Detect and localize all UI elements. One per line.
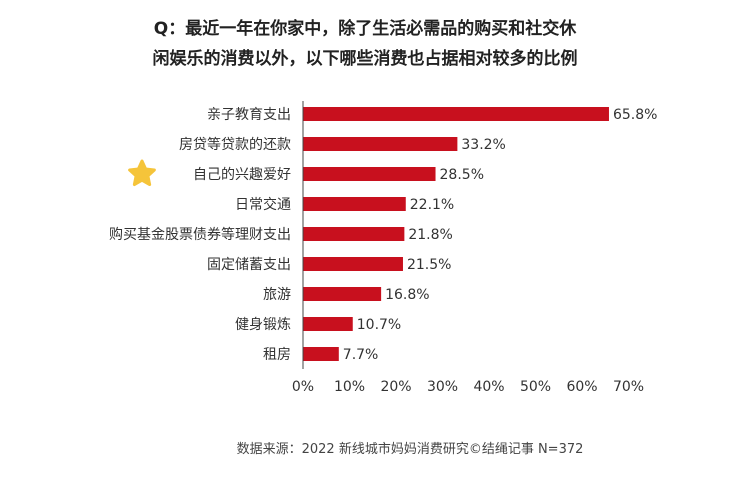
category-label: 租房 — [263, 347, 291, 363]
x-tick-label: 50% — [520, 379, 551, 395]
bar — [303, 287, 382, 301]
chart-title-line-1: Q：最近一年在你家中，除了生活必需品的购买和社交休 — [153, 19, 577, 39]
category-label: 健身锻炼 — [235, 317, 291, 333]
x-tick-label: 70% — [613, 379, 644, 395]
value-label: 33.2% — [461, 137, 505, 153]
bar — [303, 137, 458, 151]
x-tick-label: 30% — [427, 379, 458, 395]
category-label: 购买基金股票债券等理财支出 — [109, 226, 291, 243]
chart-title-line-2: 闲娱乐的消费以外，以下哪些消费也占据相对较多的比例 — [152, 49, 578, 69]
x-tick-label: 0% — [292, 379, 314, 395]
category-label: 亲子教育支出 — [207, 107, 291, 123]
category-label: 自己的兴趣爱好 — [193, 167, 291, 183]
value-label: 16.8% — [385, 287, 429, 303]
x-tick-label: 20% — [380, 379, 411, 395]
value-label: 65.8% — [613, 107, 657, 123]
value-label: 28.5% — [440, 167, 484, 183]
bar — [303, 197, 406, 211]
bar — [303, 317, 353, 331]
x-tick-label: 60% — [566, 379, 597, 395]
category-label: 旅游 — [263, 287, 291, 303]
data-source-note: 数据来源：2022 新线城市妈妈消费研究©结绳记事 N=372 — [236, 442, 584, 457]
bar — [303, 347, 339, 361]
value-label: 22.1% — [410, 197, 454, 213]
category-label: 固定储蓄支出 — [207, 257, 291, 273]
star-icon — [128, 159, 156, 187]
value-label: 21.5% — [407, 257, 451, 273]
bar — [303, 107, 609, 121]
value-label: 10.7% — [357, 317, 401, 333]
category-label: 日常交通 — [235, 196, 291, 213]
bar — [303, 227, 405, 241]
category-label: 房贷等贷款的还款 — [179, 136, 291, 153]
bar — [303, 167, 436, 181]
value-label: 21.8% — [408, 227, 452, 243]
value-label: 7.7% — [343, 347, 379, 363]
chart-title: Q：最近一年在你家中，除了生活必需品的购买和社交休 闲娱乐的消费以外，以下哪些消… — [0, 14, 730, 74]
bar — [303, 257, 403, 271]
x-tick-label: 40% — [473, 379, 504, 395]
x-tick-label: 10% — [334, 379, 365, 395]
